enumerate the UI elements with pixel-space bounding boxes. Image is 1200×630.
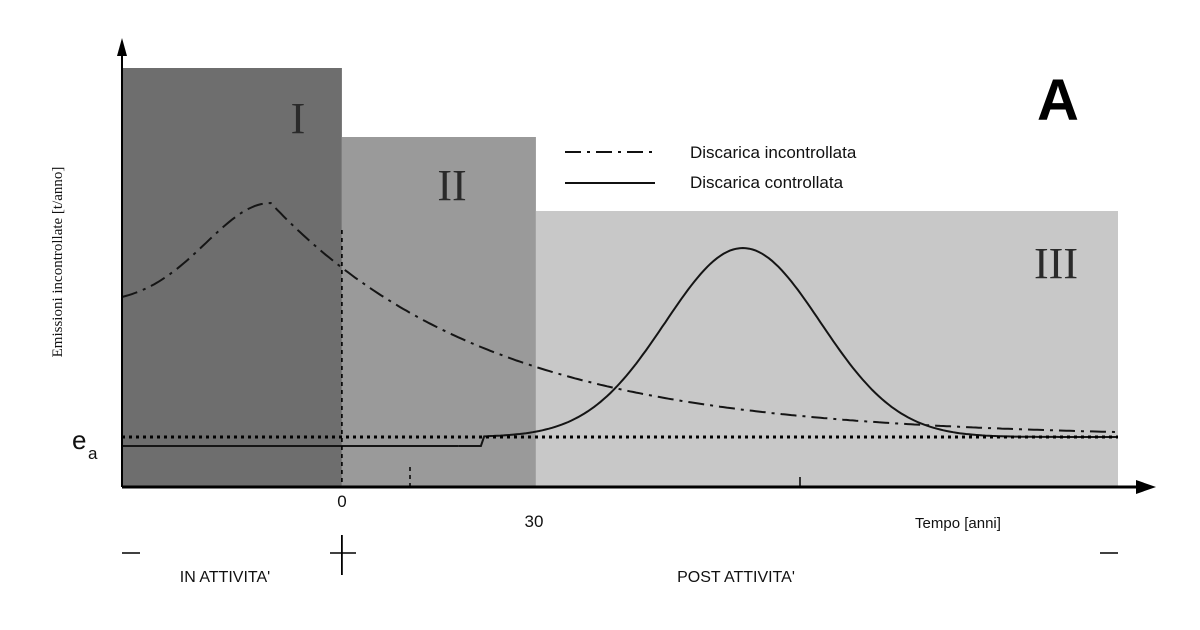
curves-layer — [121, 201, 1118, 447]
y-axis-label: Emissioni incontrollate [t/anno] — [50, 167, 66, 358]
x-axis-label: Tempo [anni] — [915, 515, 1001, 532]
x-tick-label-0: 0 — [337, 492, 346, 511]
x-tick-label-30: 30 — [525, 512, 544, 531]
region-label-1: I — [291, 94, 306, 143]
legend-label-controllata: Discarica controllata — [690, 173, 844, 192]
panel-letter: A — [1037, 68, 1079, 133]
legend: Discarica incontrollata Discarica contro… — [565, 143, 857, 192]
y-axis-arrow — [117, 38, 127, 56]
region-1 — [122, 68, 342, 487]
period-label-post-attivita: POST ATTIVITA' — [677, 569, 795, 586]
threshold-label: e — [72, 425, 86, 455]
legend-label-incontrollata: Discarica incontrollata — [690, 143, 857, 162]
region-2 — [341, 137, 536, 487]
region-label-3: III — [1034, 239, 1078, 288]
series-line-controllata — [458, 246, 1118, 447]
x-axis-arrow — [1136, 480, 1156, 494]
threshold-subscript: a — [88, 444, 98, 463]
period-label-in-attivita: IN ATTIVITA' — [180, 569, 270, 586]
series-line-incontrollata — [121, 201, 1118, 433]
axes-layer — [117, 38, 1156, 575]
regions-layer — [122, 68, 1118, 487]
region-label-2: II — [437, 161, 466, 210]
region-3 — [535, 211, 1118, 487]
